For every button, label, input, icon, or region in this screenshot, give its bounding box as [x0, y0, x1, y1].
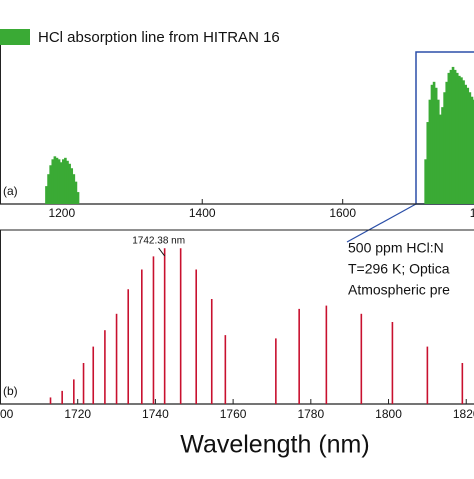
panel-label: (b): [3, 384, 18, 398]
x-tick-label: 1800: [375, 407, 402, 421]
annotation-arrow: [158, 247, 166, 257]
x-tick-label: 1760: [220, 407, 247, 421]
absorption-band: [47, 174, 50, 204]
x-tick-label: 1740: [142, 407, 169, 421]
x-tick-label: 1700: [0, 407, 14, 421]
x-tick-label: 1720: [64, 407, 91, 421]
absorption-band: [74, 181, 78, 204]
legend-label: HCl absorption line from HITRAN 16: [38, 29, 280, 46]
absorption-band: [436, 99, 440, 204]
x-tick-label: 1600: [329, 206, 356, 220]
note: 500 ppm HCl:N: [348, 240, 444, 256]
x-tick-label: 1400: [189, 206, 216, 220]
note: T=296 K; Optica: [348, 261, 450, 277]
absorption-band: [430, 84, 434, 204]
absorption-band: [453, 69, 457, 205]
absorption-band: [55, 157, 59, 204]
absorption-band: [470, 96, 474, 204]
zoom-connector: [346, 203, 417, 243]
absorption-band: [57, 159, 61, 204]
absorption-band: [462, 80, 465, 204]
absorption-band: [426, 122, 430, 204]
x-axis-title: Wavelength (nm): [180, 431, 369, 459]
absorption-band: [464, 84, 467, 204]
absorption-band: [439, 114, 442, 204]
absorption-band: [458, 75, 461, 204]
x-tick-label: 1800: [470, 206, 474, 220]
absorption-band: [445, 81, 449, 204]
absorption-band: [68, 163, 71, 204]
absorption-band: [424, 159, 427, 204]
absorption-band: [468, 92, 472, 204]
x-tick-label: 1820: [453, 407, 474, 421]
absorption-band: [49, 165, 52, 204]
annotation: 1742.38 nm: [132, 236, 185, 247]
absorption-band: [434, 87, 438, 204]
legend-swatch: [0, 29, 30, 45]
absorption-band: [70, 168, 74, 204]
absorption-band: [66, 160, 69, 204]
absorption-band: [76, 192, 80, 204]
absorption-band: [51, 159, 55, 204]
absorption-band: [449, 69, 453, 205]
absorption-band: [447, 72, 451, 204]
absorption-band: [466, 87, 470, 204]
absorption-band: [62, 159, 65, 204]
absorption-band: [428, 99, 432, 204]
note: Atmospheric pre: [348, 282, 450, 298]
absorption-band: [472, 99, 474, 204]
absorption-band: [72, 174, 76, 204]
absorption-band: [455, 72, 459, 204]
absorption-band: [451, 66, 455, 204]
panel-label: (a): [3, 184, 18, 198]
absorption-band: [53, 156, 57, 204]
x-tick-label: 1780: [297, 407, 324, 421]
absorption-band: [432, 81, 436, 204]
absorption-band: [441, 107, 444, 204]
x-tick-label: 1200: [48, 206, 75, 220]
absorption-band: [59, 162, 63, 204]
absorption-band: [460, 77, 463, 204]
absorption-band: [64, 157, 67, 204]
absorption-band: [45, 186, 48, 204]
absorption-band: [443, 92, 446, 204]
